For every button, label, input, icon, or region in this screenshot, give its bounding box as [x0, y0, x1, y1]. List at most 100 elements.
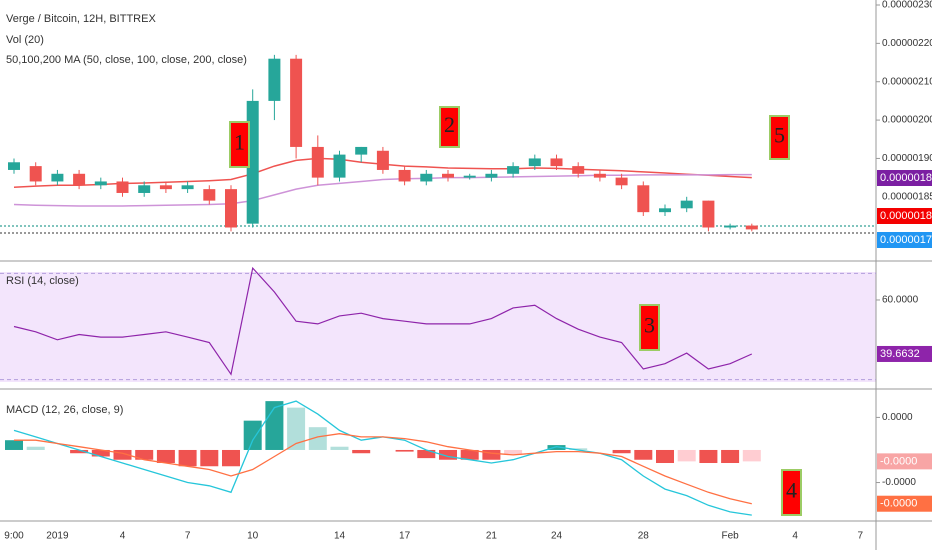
annotation-label: 2	[444, 112, 455, 137]
candle-body	[138, 185, 151, 193]
annotation-box	[781, 469, 802, 516]
histogram-bar	[135, 449, 154, 460]
histogram-bar	[222, 449, 240, 467]
histogram-bar	[178, 449, 197, 467]
candle-body	[485, 173, 498, 178]
price-badge	[877, 453, 932, 470]
candle-body	[376, 150, 389, 170]
legend-ma: 50,100,200 MA (50, close, 100, close, 20…	[6, 54, 247, 66]
histogram-bar	[656, 449, 674, 464]
annotation-box	[769, 115, 790, 160]
histogram-bar	[287, 407, 306, 450]
candle-body	[572, 166, 585, 174]
candle-body	[311, 146, 324, 178]
histogram-bar	[721, 449, 740, 464]
candle-body	[724, 225, 737, 228]
x-tick-label: 4	[120, 531, 126, 542]
candle-body	[637, 185, 650, 213]
y-tick-label: 0.00000210	[882, 76, 932, 87]
histogram-bar	[5, 440, 23, 450]
y-tick-label: 60.0000	[882, 295, 919, 306]
histogram-bar	[569, 448, 588, 450]
y-tick-label: 0.00000190	[882, 153, 932, 164]
x-tick-label: 7	[858, 531, 864, 542]
y-tick-label: 0.0000	[882, 412, 913, 423]
legend-rsi: RSI (14, close)	[6, 275, 79, 287]
candle-body	[615, 177, 628, 186]
histogram-bar	[91, 449, 110, 457]
y-tick-label: 0.00000185	[882, 192, 932, 203]
rsi-band-fill	[0, 272, 876, 382]
candle-body	[181, 185, 194, 190]
price-badge	[877, 208, 932, 224]
annotation-label: 1	[234, 130, 245, 155]
annotation-label: 5	[774, 123, 785, 148]
x-tick-label: Feb	[721, 531, 739, 542]
candle-body	[355, 146, 368, 155]
price-badge	[877, 345, 932, 362]
histogram-bar	[352, 449, 371, 454]
price-badge	[877, 232, 932, 248]
annotation-label: 3	[644, 313, 655, 338]
x-tick-label: 9:00	[4, 531, 24, 542]
histogram-bar	[156, 449, 175, 464]
x-tick-label: 24	[551, 531, 563, 542]
annotation-box	[229, 121, 250, 168]
histogram-bar	[113, 449, 132, 460]
annotation-label: 4	[786, 478, 797, 503]
histogram-bar	[395, 449, 414, 452]
histogram-bar	[200, 449, 219, 467]
rsi-line	[13, 266, 753, 376]
histogram-bar	[677, 449, 696, 462]
candle-body	[94, 181, 107, 186]
histogram-bar	[460, 449, 479, 460]
y-tick-label: 0.00000230	[882, 0, 932, 11]
candle-body	[745, 225, 758, 230]
x-tick-label: 10	[247, 531, 259, 542]
histogram-bar	[612, 449, 631, 454]
candle-body	[29, 166, 42, 182]
candle-body	[8, 162, 20, 170]
price-badge	[877, 170, 932, 186]
candle-body	[51, 173, 64, 182]
y-tick-label: -0.0000	[882, 477, 916, 488]
candle-body	[550, 158, 563, 167]
candle-body	[268, 58, 281, 101]
candle-body	[680, 200, 693, 209]
histogram-bar	[439, 449, 457, 460]
x-tick-label: 21	[486, 531, 498, 542]
candle-body	[702, 200, 715, 228]
candle-body	[420, 173, 433, 182]
price-badge-label: 0.00000185	[880, 172, 932, 184]
candle-body	[159, 185, 172, 190]
histogram-bar	[70, 449, 89, 454]
legend-macd: MACD (12, 26, close, 9)	[6, 404, 123, 416]
y-tick-label: 0.00000200	[882, 115, 932, 126]
histogram-bar	[634, 449, 653, 460]
histogram-bar	[330, 446, 349, 450]
candle-body	[203, 189, 216, 201]
candle-body	[333, 154, 346, 178]
histogram-bar	[699, 449, 718, 464]
candle-body	[73, 173, 86, 186]
candle-body	[528, 158, 541, 167]
annotation-box	[439, 106, 460, 148]
moving-average	[13, 173, 752, 207]
y-tick-label: 0.00000220	[882, 38, 932, 49]
histogram-bar	[417, 449, 436, 459]
candle-body	[116, 181, 129, 193]
candle-body	[593, 173, 606, 178]
x-tick-label: 2019	[46, 531, 69, 542]
price-badge-label: 39.6632	[880, 348, 920, 360]
candle-body	[463, 175, 476, 178]
histogram-bar	[308, 427, 327, 450]
price-badge-label: -0.0000	[880, 498, 917, 510]
histogram-bar	[547, 445, 566, 450]
candle-body	[659, 208, 671, 213]
x-tick-label: 7	[185, 531, 191, 542]
price-badge-label: 0.00000173	[880, 234, 932, 246]
histogram-bar	[243, 420, 262, 450]
legend-volume: Vol (20)	[6, 34, 44, 46]
